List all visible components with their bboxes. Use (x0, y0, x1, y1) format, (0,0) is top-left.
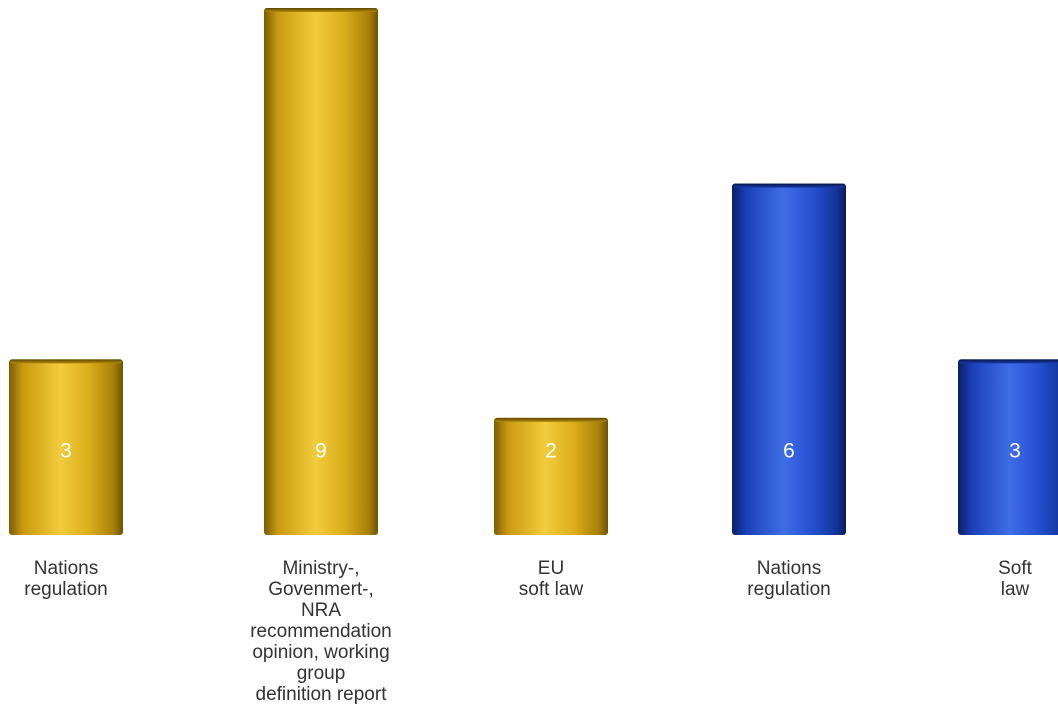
category-label: Ministry-, Govenmert-, NRA recommendation… (231, 558, 411, 705)
category-label-line: soft law (518, 579, 584, 600)
bar-top-edge (10, 359, 122, 364)
category-label-line: Nations (33, 558, 99, 579)
bar-top-edge (265, 8, 377, 12)
bar-5 (958, 359, 1058, 535)
bar-top-edge (733, 183, 845, 188)
bar-3 (494, 417, 608, 535)
bar-2 (264, 8, 378, 535)
bar-value-label: 3 (60, 440, 72, 463)
category-label-line: regulation (747, 579, 831, 600)
category-label: Soft law (972, 558, 1058, 600)
category-label-line: Ministry-, Govenmert-, (268, 558, 374, 600)
bar-value-label: 6 (783, 440, 795, 463)
category-label-line: law (1000, 579, 1030, 600)
bar-top-edge (959, 359, 1058, 364)
category-label-line: regulation (24, 579, 108, 600)
bar-chart: 3 9 2 6 3 (9, 8, 1058, 535)
category-label-line: Soft (998, 558, 1032, 579)
category-label-line: NRA recommendation (250, 600, 392, 642)
category-label: Nations regulation (699, 558, 879, 600)
category-label-line: opinion, working group (252, 642, 390, 684)
bar-top-edge (495, 417, 607, 422)
category-label: EU soft law (461, 558, 641, 600)
bar-value-label: 9 (315, 440, 327, 463)
category-label-line: definition report (255, 684, 387, 705)
category-label: Nations regulation (0, 558, 132, 600)
bar-value-label: 2 (545, 440, 557, 463)
bar-value-label: 3 (1009, 440, 1021, 463)
bar-1 (9, 359, 123, 535)
category-label-line: EU (537, 558, 565, 579)
category-label-line: Nations (756, 558, 822, 579)
bar-4 (732, 183, 846, 535)
